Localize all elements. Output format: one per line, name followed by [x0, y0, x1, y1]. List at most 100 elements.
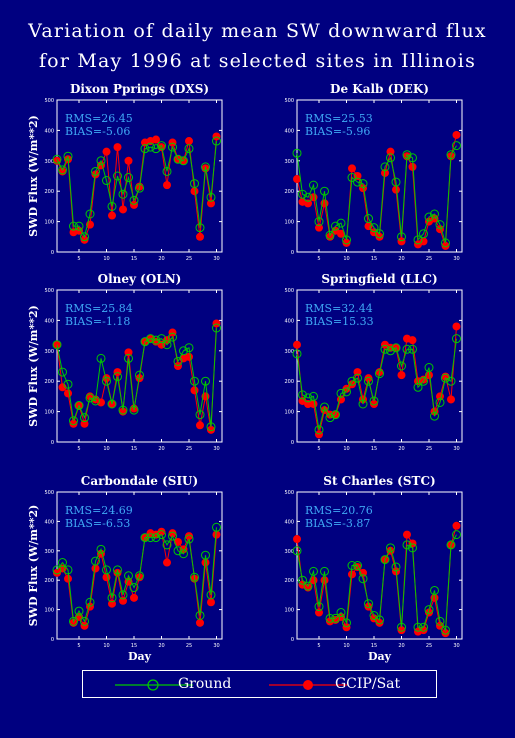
panel-4-ground-point	[408, 344, 417, 354]
panel-2-ground-point	[391, 177, 401, 187]
panel-5-ground-point	[212, 522, 221, 532]
panel-6-ground-point	[430, 585, 439, 595]
panel-5-xtick-label: 25	[186, 643, 192, 649]
panel-4-plot-frame	[296, 289, 463, 443]
panel-6-ground-point	[309, 566, 318, 576]
panel-3-ground-point	[184, 343, 194, 353]
panel-6-ground-point	[397, 622, 406, 632]
panel-1-sat-point	[185, 137, 193, 146]
panel-6-sat-point	[441, 629, 450, 638]
panel-5-ground-point	[184, 534, 194, 544]
panel-1-ytick-label: 500	[44, 98, 54, 104]
panel-6-ground-point	[314, 602, 324, 612]
panel-5-title: Carbondale (SIU)	[81, 474, 198, 488]
panel-2-sat-point	[441, 241, 450, 250]
panel-2-ground-point	[298, 189, 307, 199]
panel-3-xtick-label: 20	[158, 446, 164, 452]
panel-5-ytick-label: 200	[44, 578, 54, 584]
panel-5-ytick-label: 100	[44, 608, 54, 614]
panel-1-ytick-label: 400	[44, 128, 54, 134]
panel-1-sat-point	[212, 132, 221, 141]
panel-5-xtick-label: 10	[103, 643, 109, 649]
panel-3-xtick-label: 5	[77, 446, 80, 452]
panel-5-sat-point	[196, 618, 204, 627]
panel-1-ground-point	[85, 209, 95, 219]
panel-2-ytick-label: 400	[284, 128, 294, 134]
panel-5-ground-point	[151, 533, 161, 543]
panel-5-ground-point	[91, 556, 100, 566]
panel-1-ground-point	[173, 154, 183, 164]
panel-2-ground-point	[441, 238, 450, 248]
panel-2-sat-point	[452, 130, 461, 139]
panel-2-xtick-label: 25	[426, 256, 432, 262]
panel-3-ytick-label: 500	[44, 288, 54, 294]
panel-3-ground-point	[168, 332, 177, 342]
panel-3-ground-point	[58, 367, 67, 377]
panel-4-ground-point	[303, 393, 313, 403]
panel-5-ground-point	[124, 571, 133, 581]
panel-2-ground-point	[336, 218, 346, 228]
panel-5-ground-point	[63, 565, 73, 575]
panel-5-xtick-label: 5	[77, 643, 80, 649]
panel-1-ground-point	[52, 154, 62, 164]
panel-3-sat-point	[190, 386, 199, 395]
panel-3-ground-point	[151, 335, 161, 345]
panel-2-ground-point	[353, 177, 362, 187]
panel-3-ground-point	[91, 396, 100, 406]
panel-3-ground-point	[107, 399, 117, 409]
panel-6-ground-point	[419, 622, 428, 632]
panel-3-title: Olney (OLN)	[98, 272, 182, 286]
panel-4-ground-line	[296, 338, 457, 430]
panel-4-rms-text: RMS=32.44	[305, 302, 373, 315]
panel-1-ground-point	[201, 162, 210, 172]
panel-5-ground-point	[80, 616, 89, 626]
panel-1-rms-text: RMS=26.45	[65, 112, 133, 125]
panel-6-xtick-label: 5	[317, 643, 320, 649]
panel-2-ytick-label: 500	[284, 98, 294, 104]
panel-3-ground-point	[195, 410, 205, 420]
panel-6-ground-point	[380, 555, 390, 565]
panel-2-ground-point	[452, 141, 461, 151]
panel-1-ytick-label: 200	[44, 189, 54, 195]
panel-5-sat-point	[130, 593, 138, 602]
panel-6-ytick-label: 500	[284, 490, 294, 496]
panel-6-sat-point	[375, 618, 384, 627]
panel-1-ground-point	[135, 183, 144, 193]
panel-5-ytick-label: 300	[44, 549, 54, 555]
panel-3-sat-point	[113, 368, 122, 377]
panel-5-ground-point	[69, 616, 78, 626]
panel-5-sat-point	[163, 558, 171, 567]
panel-6-ground-point	[386, 543, 395, 553]
panel-2-ytick-label: 300	[284, 159, 294, 165]
panel-1-xtick-label: 20	[158, 256, 164, 262]
panel-1-ground-point	[113, 171, 122, 181]
panel-1-ground-point	[190, 179, 199, 189]
panel-4-ground-point	[402, 344, 412, 354]
panel-4-sat-point	[348, 380, 356, 389]
panel-4-ground-point	[314, 425, 324, 435]
panel-1-ground-point	[168, 142, 177, 152]
panel-1-xtick-label: 15	[131, 256, 137, 262]
panel-1-ground-point	[206, 192, 216, 202]
panel-4-ground-point	[292, 349, 302, 359]
panel-3-ytick-label: 300	[44, 349, 54, 355]
panel-4-ground-point	[397, 361, 406, 371]
panel-1-ground-point	[157, 141, 166, 151]
panel-6-ground-point	[435, 616, 445, 626]
panel-1-ground-point	[69, 221, 78, 231]
panel-5-sat-point	[91, 564, 100, 573]
panel-5-ground-point	[52, 565, 62, 575]
panel-2-rms-text: RMS=25.53	[305, 112, 373, 125]
panel-4-sat-point	[315, 430, 323, 439]
panel-5-sat-point	[174, 537, 182, 546]
panel-1-sat-point	[108, 211, 116, 220]
panel-6-rms-text: RMS=20.76	[305, 504, 373, 517]
panel-5-rms-text: RMS=24.69	[65, 504, 133, 517]
panel-4-ground-point	[430, 411, 439, 421]
panel-5-bias-text: BIAS=-6.53	[65, 517, 130, 530]
panel-1-sat-point	[130, 200, 138, 209]
panel-5-sat-point	[53, 568, 61, 577]
panel-3-plot-frame	[56, 289, 223, 443]
panel-6-ytick-label: 100	[284, 608, 294, 614]
panel-6-ground-point	[391, 562, 401, 572]
